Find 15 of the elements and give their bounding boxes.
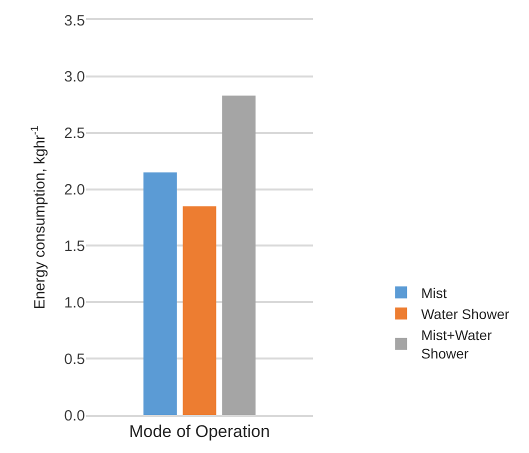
y-tick-label: 1.0 xyxy=(64,294,85,312)
y-tick-label: 0.5 xyxy=(64,350,85,368)
x-tick-label: Mode of Operation xyxy=(129,422,270,442)
y-tick-label: 0.0 xyxy=(64,407,85,424)
y-tick-label: 3.0 xyxy=(64,68,85,86)
legend-label: Mist xyxy=(421,284,447,301)
y-tick-label: 2.5 xyxy=(64,125,85,142)
bar xyxy=(222,96,256,415)
y-tick-label: 3.5 xyxy=(64,12,85,30)
bar xyxy=(182,206,216,415)
legend-label: Mist+Water Shower xyxy=(421,327,492,362)
legend-label: Water Shower xyxy=(421,306,510,322)
y-tick-label: 1.5 xyxy=(64,238,85,255)
bar xyxy=(143,172,177,415)
y-tick-label: 2.0 xyxy=(64,182,85,199)
